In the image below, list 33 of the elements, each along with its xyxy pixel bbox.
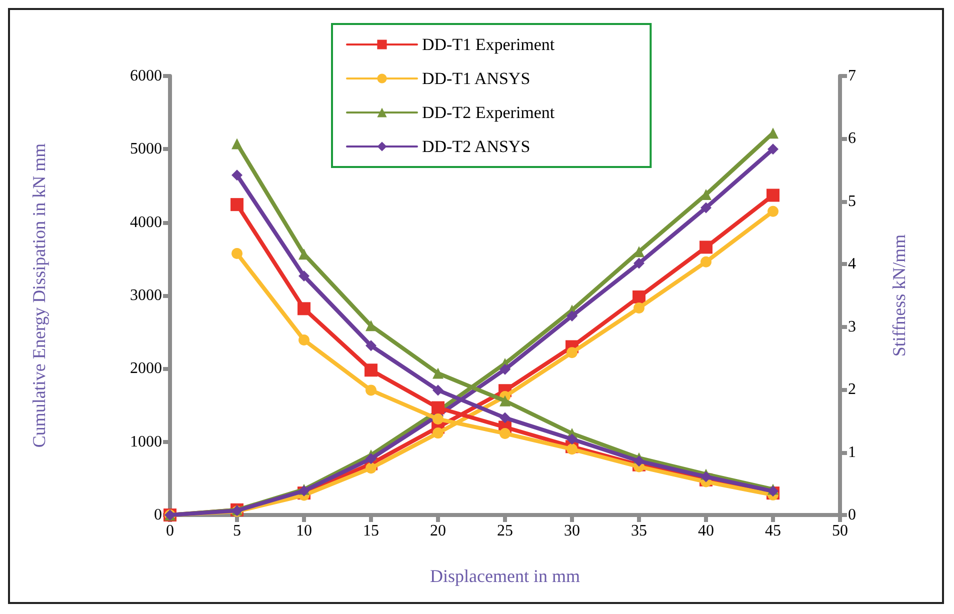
x-tick-label: 45: [765, 522, 781, 540]
x-tick-label: 5: [233, 522, 241, 540]
y2-tick-label: 2: [848, 381, 856, 398]
x-tick-label: 30: [564, 522, 580, 540]
x-tick-label: 50: [832, 522, 848, 540]
y2-tick-label: 3: [848, 318, 856, 336]
y-tick-label: 4000: [130, 214, 162, 231]
legend-label: DD-T2 Experiment: [422, 103, 555, 122]
x-tick-label: 20: [430, 522, 446, 540]
y2-tick-label: 1: [848, 444, 856, 461]
y2-tick-label: 0: [848, 506, 856, 524]
x-tick-label: 35: [631, 522, 647, 540]
y2-tick-label: 7: [848, 68, 856, 84]
legend-label: DD-T2 ANSYS: [422, 137, 530, 156]
y2-tick-label: 5: [848, 192, 856, 210]
x-tick-label: 40: [698, 522, 714, 540]
y-tick-label: 3000: [130, 287, 162, 304]
x-tick-label: 0: [166, 522, 174, 540]
y-tick-label: 2000: [130, 360, 162, 378]
y2-axis-title: Stiffness kN/mm: [889, 234, 909, 357]
legend-label: DD-T1 ANSYS: [422, 69, 530, 88]
x-tick-label: 25: [497, 522, 513, 540]
x-axis-title: Displacement in mm: [430, 566, 580, 586]
y-tick-label: 5000: [130, 140, 162, 158]
x-tick-label: 10: [296, 522, 312, 540]
y-axis-title: Cumulative Energy Dissipation in kN mm: [29, 143, 49, 448]
y2-tick-label: 6: [848, 130, 856, 148]
y2-tick-label: 4: [848, 256, 856, 273]
y-tick-label: 0: [154, 506, 162, 524]
y-tick-label: 6000: [130, 68, 162, 84]
y-tick-label: 1000: [130, 433, 162, 450]
legend-label: DD-T1 Experiment: [422, 35, 555, 54]
x-tick-label: 15: [363, 522, 379, 540]
